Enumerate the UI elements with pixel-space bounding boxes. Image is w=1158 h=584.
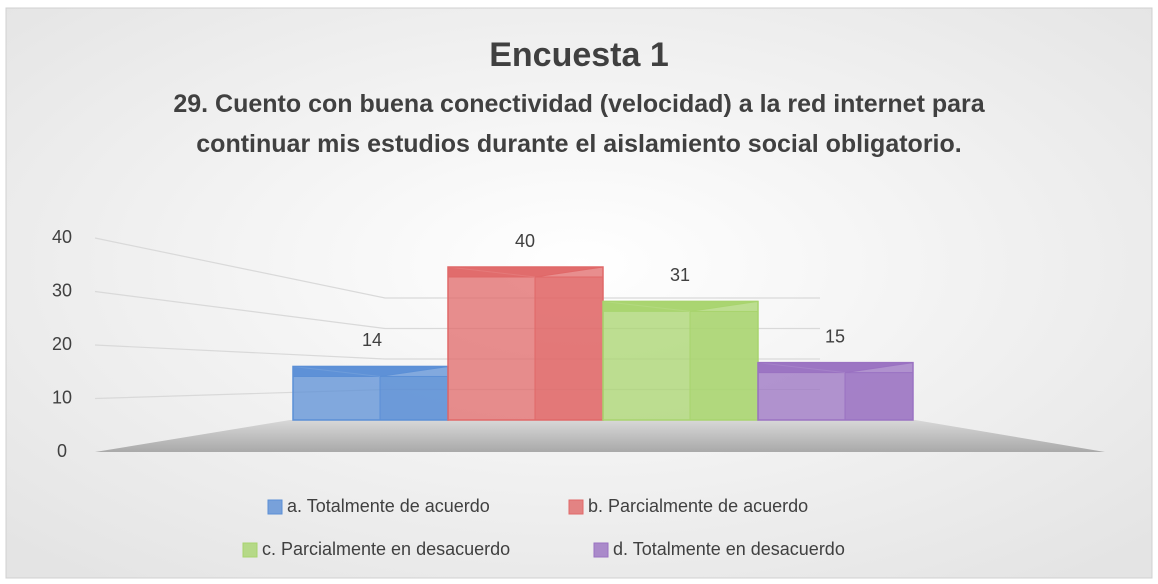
y-tick-label: 30 xyxy=(52,280,72,300)
legend-swatch xyxy=(593,542,609,558)
bar-front xyxy=(447,266,604,421)
y-tick-label: 10 xyxy=(52,387,72,407)
legend-label: b. Parcialmente de acuerdo xyxy=(588,496,808,516)
chart-subtitle: 29. Cuento con buena conectividad (veloc… xyxy=(173,90,985,158)
legend-swatch xyxy=(242,542,258,558)
legend-label: a. Totalmente de acuerdo xyxy=(287,496,490,516)
floor xyxy=(95,420,1105,452)
bar-front xyxy=(292,365,449,421)
legend-swatch xyxy=(267,499,283,515)
grid-line xyxy=(94,237,820,299)
y-tick-label: 0 xyxy=(57,441,67,461)
data-label: 31 xyxy=(670,265,690,285)
y-tick-label: 40 xyxy=(52,227,72,247)
legend-label: d. Totalmente en desacuerdo xyxy=(613,539,845,559)
bar-front xyxy=(757,361,914,421)
y-tick-label: 20 xyxy=(52,334,72,354)
bar xyxy=(447,266,604,421)
bar xyxy=(602,300,759,421)
data-label: 15 xyxy=(825,326,845,346)
bar xyxy=(757,361,914,421)
legend-label: c. Parcialmente en desacuerdo xyxy=(262,539,510,559)
data-label: 40 xyxy=(515,231,535,251)
bar-front xyxy=(602,300,759,421)
legend-swatch xyxy=(568,499,584,515)
bar xyxy=(292,365,449,421)
chart-title: Encuesta 1 xyxy=(489,36,669,74)
data-label: 14 xyxy=(362,330,382,350)
